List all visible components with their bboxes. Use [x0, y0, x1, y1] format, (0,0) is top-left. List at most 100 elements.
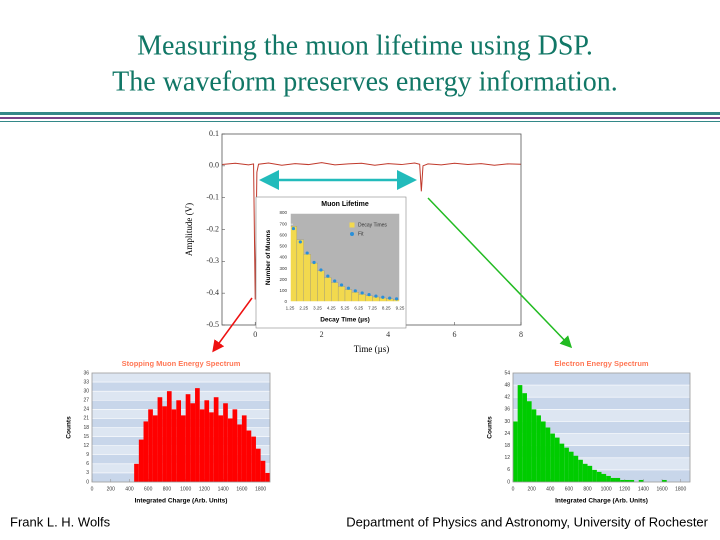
slide-title: Measuring the muon lifetime using DSP. — [137, 30, 593, 61]
y-tick-label: 33 — [83, 379, 89, 385]
y-tick-label: 6 — [507, 467, 510, 473]
bar — [522, 393, 527, 482]
bar — [513, 421, 518, 482]
fit-point — [388, 296, 392, 300]
fit-point — [381, 295, 385, 299]
y-tick-label: 15 — [83, 434, 89, 440]
bar — [550, 433, 555, 482]
y-tick-label: 6 — [86, 461, 89, 467]
bar — [176, 400, 181, 482]
y-axis-label: Amplitude (V) — [184, 203, 194, 256]
bar — [227, 418, 233, 482]
x-tick-label: 3.25 — [313, 306, 322, 311]
bar — [166, 391, 172, 482]
y-tick-label: 3 — [86, 470, 89, 476]
bar — [157, 397, 163, 482]
fit-point — [367, 293, 371, 297]
x-tick-label: 200 — [107, 486, 116, 492]
bar — [181, 415, 186, 482]
y-tick-label: 200 — [279, 277, 287, 282]
bar — [241, 415, 247, 482]
fit-point — [394, 297, 399, 301]
x-tick-label: 8 — [519, 330, 523, 339]
bar — [317, 270, 325, 303]
rule — [0, 117, 720, 119]
bar — [134, 463, 139, 482]
y-tick-label: 0.1 — [209, 129, 219, 138]
x-axis-label: Decay Time (µs) — [320, 317, 370, 324]
x-tick-label: 1200 — [619, 486, 630, 492]
grid-band — [92, 382, 270, 392]
y-tick-label: -0.3 — [206, 256, 219, 265]
legend-label: Fit — [358, 231, 364, 237]
x-tick-label: 1600 — [656, 486, 667, 492]
bar — [148, 409, 153, 482]
bar — [596, 471, 602, 482]
bar — [138, 439, 144, 482]
bar — [351, 292, 359, 303]
bar — [213, 397, 219, 482]
bar — [143, 421, 149, 482]
bar — [232, 409, 238, 482]
chart-title: Electron Energy Spectrum — [554, 359, 649, 368]
bar — [365, 295, 373, 303]
fit-point — [291, 226, 296, 231]
bar — [251, 436, 256, 482]
bar — [536, 415, 541, 482]
fit-point — [319, 268, 323, 272]
y-tick-label: 0 — [284, 299, 287, 304]
x-tick-label: 2.25 — [299, 306, 308, 311]
x-tick-label: 1400 — [218, 486, 229, 492]
bar — [303, 254, 311, 303]
y-tick-label: 18 — [504, 443, 510, 449]
y-tick-label: 27 — [83, 398, 89, 404]
x-tick-label: 6 — [453, 330, 457, 339]
footer-right: Department of Physics and Astronomy, Uni… — [346, 514, 708, 529]
bar — [554, 437, 560, 482]
bar — [629, 479, 635, 482]
x-tick-label: 0 — [512, 486, 515, 492]
fit-point — [333, 279, 337, 283]
bar — [162, 406, 167, 482]
y-tick-label: 400 — [279, 255, 287, 260]
bar — [601, 473, 607, 482]
x-tick-label: 0 — [91, 486, 94, 492]
x-tick-label: 1800 — [675, 486, 686, 492]
y-tick-label: 300 — [279, 266, 287, 271]
x-tick-label: 2 — [320, 330, 324, 339]
x-tick-label: 800 — [163, 486, 172, 492]
fit-point — [346, 286, 351, 290]
bar — [662, 479, 667, 482]
bar — [545, 427, 551, 482]
bar — [246, 430, 252, 482]
y-tick-label: 54 — [504, 370, 510, 376]
bar — [517, 385, 523, 482]
bar — [587, 465, 593, 482]
x-tick-label: 5.25 — [341, 306, 350, 311]
footer-left: Frank L. H. Wolfs — [10, 514, 111, 529]
arrow — [427, 197, 573, 349]
bar — [255, 448, 261, 482]
bar — [171, 409, 177, 482]
y-tick-label: 30 — [83, 388, 89, 394]
y-tick-label: 36 — [504, 407, 510, 413]
legend-label: Decay Times — [358, 222, 387, 228]
bar — [209, 412, 214, 482]
bar — [223, 403, 228, 482]
chart-title: Stopping Muon Energy Spectrum — [122, 359, 241, 368]
rule — [0, 112, 720, 115]
y-tick-label: 12 — [504, 455, 510, 461]
x-axis-label: Integrated Charge (Arb. Units) — [555, 498, 648, 505]
y-tick-label: 21 — [83, 416, 89, 422]
bar — [540, 421, 546, 482]
x-tick-label: 1000 — [180, 486, 191, 492]
y-tick-label: 48 — [504, 382, 510, 388]
bar — [592, 469, 597, 482]
x-tick-label: 200 — [527, 486, 536, 492]
x-tick-label: 1800 — [255, 486, 266, 492]
bar — [265, 472, 270, 482]
fit-point — [326, 274, 330, 278]
bar — [190, 403, 196, 482]
x-tick-label: 600 — [565, 486, 574, 492]
